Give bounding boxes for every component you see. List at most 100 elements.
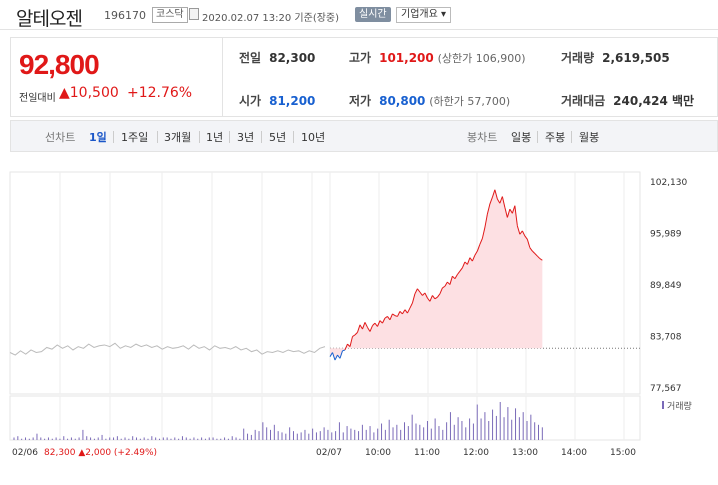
y-tick-label: 77,567 <box>650 384 682 394</box>
volume-legend-label: 거래량 <box>667 400 692 412</box>
today-series-segment <box>342 349 346 352</box>
divider <box>293 131 294 143</box>
today-series-segment <box>364 322 368 328</box>
today-series-segment <box>461 261 466 268</box>
range-3month[interactable]: 3개월 <box>164 131 192 144</box>
range-10year[interactable]: 10년 <box>301 131 326 144</box>
today-series-segment <box>536 255 541 259</box>
stat-label: 시가 <box>239 94 262 108</box>
x-tick-label: 11:00 <box>414 448 440 458</box>
divider <box>261 131 262 143</box>
range-1year[interactable]: 1년 <box>206 131 224 144</box>
stat-label: 전일 <box>239 51 262 65</box>
today-series-segment <box>439 287 443 294</box>
y-tick-label: 95,989 <box>650 230 682 240</box>
today-series-segment <box>406 307 411 314</box>
change-label: 전일대비 <box>19 93 56 104</box>
today-series-segment <box>332 352 336 361</box>
today-series-segment <box>452 275 456 280</box>
today-series-segment <box>362 322 366 330</box>
divider <box>157 131 158 143</box>
today-series-segment <box>411 293 416 304</box>
y-tick-label: 102,130 <box>650 178 687 188</box>
x-tick-label: 15:00 <box>610 448 636 458</box>
today-series-segment <box>349 336 353 347</box>
today-series-segment <box>337 354 341 359</box>
current-price: 92,800 <box>19 49 100 80</box>
today-series-segment <box>496 198 501 204</box>
candle-daily[interactable]: 일봉 <box>511 131 532 144</box>
today-series-segment <box>387 316 391 321</box>
volume-frame <box>9 395 641 441</box>
today-series-segment <box>372 322 376 327</box>
divider <box>113 131 114 143</box>
y-tick-label: 83,708 <box>650 333 682 343</box>
stat-open: 시가 81,200 <box>239 92 315 109</box>
stat-volume: 거래량 2,619,505 <box>561 49 670 66</box>
divider <box>537 131 538 143</box>
stat-turnover: 거래대금 240,424 백만 <box>561 92 694 109</box>
today-series-segment <box>422 292 426 296</box>
today-series-segment <box>419 291 423 296</box>
today-series-segment <box>516 225 521 235</box>
chart-range-bar: 선차트 1일 1주일 3개월 1년 3년 5년 10년 봉차트 일봉 주봉 월봉 <box>10 120 718 152</box>
range-3year[interactable]: 3년 <box>237 131 255 144</box>
stat-value: 82,300 <box>269 51 316 65</box>
stat-label: 고가 <box>349 51 372 65</box>
stat-high: 고가 101,200 (상한가 106,900) <box>349 49 526 66</box>
today-series-segment <box>399 311 403 315</box>
chart-svg: 102,130 95,989 89,849 83,708 77,567 거래량 02/06 8… <box>9 171 692 458</box>
today-series-segment <box>519 230 523 235</box>
today-series-segment <box>466 257 471 265</box>
y-tick-label: 89,849 <box>650 281 682 291</box>
today-series-segment <box>354 332 358 336</box>
today-series-segment <box>427 297 431 302</box>
today-series-segment <box>389 313 393 320</box>
today-series-segment <box>404 309 408 314</box>
realtime-button[interactable]: 실시간 <box>355 7 391 22</box>
today-series-segment <box>414 288 418 295</box>
candle-weekly[interactable]: 주봉 <box>545 131 566 144</box>
stat-label: 거래대금 <box>561 94 606 108</box>
stat-sub: (상한가 106,900) <box>437 52 526 65</box>
stock-header: 알테오젠 196170 코스닥 2020.02.07 13:20 기준(장중) … <box>0 0 718 30</box>
stock-name: 알테오젠 <box>16 8 83 30</box>
today-series-segment <box>377 320 381 327</box>
today-series-segment <box>367 327 371 332</box>
today-series-segment <box>424 292 428 299</box>
today-series-segment <box>469 257 473 262</box>
calendar-icon <box>189 8 199 20</box>
today-series-segment <box>484 214 488 228</box>
candle-monthly[interactable]: 월봉 <box>579 131 600 144</box>
range-1day[interactable]: 1일 <box>89 131 107 144</box>
today-series-segment <box>369 325 373 332</box>
today-series-segment <box>449 276 453 285</box>
today-series-segment <box>352 334 356 337</box>
stat-label: 거래량 <box>561 51 595 65</box>
today-series-segment <box>379 320 383 324</box>
stat-low: 저가 80,800 (하한가 57,700) <box>349 92 510 109</box>
range-5year[interactable]: 5년 <box>269 131 287 144</box>
today-series-segment <box>534 253 538 257</box>
today-series-segment <box>489 197 493 205</box>
today-series-segment <box>474 250 478 256</box>
price-change: ▲10,500 <box>59 85 119 101</box>
company-overview-dropdown[interactable]: 기업개요 ▾ <box>396 7 451 23</box>
x-tick-label: 02/07 <box>316 448 342 458</box>
today-series-segment <box>329 352 333 357</box>
today-series-segment <box>479 238 483 245</box>
today-series-segment <box>444 281 448 287</box>
today-series-segment <box>384 316 388 319</box>
today-series-segment <box>417 288 421 293</box>
today-series-segment <box>539 258 543 261</box>
timestamp: 2020.02.07 13:20 기준(장중) <box>202 13 340 24</box>
stat-prev-close: 전일 82,300 <box>239 49 315 66</box>
today-series-segment <box>471 255 476 262</box>
today-series-segment <box>506 208 511 218</box>
today-series-segment <box>429 295 433 302</box>
x-tick-label: 13:00 <box>512 448 538 458</box>
range-1week[interactable]: 1주일 <box>121 131 149 144</box>
today-series-segment <box>357 324 361 333</box>
today-series-segment <box>454 274 458 279</box>
divider <box>199 131 200 143</box>
